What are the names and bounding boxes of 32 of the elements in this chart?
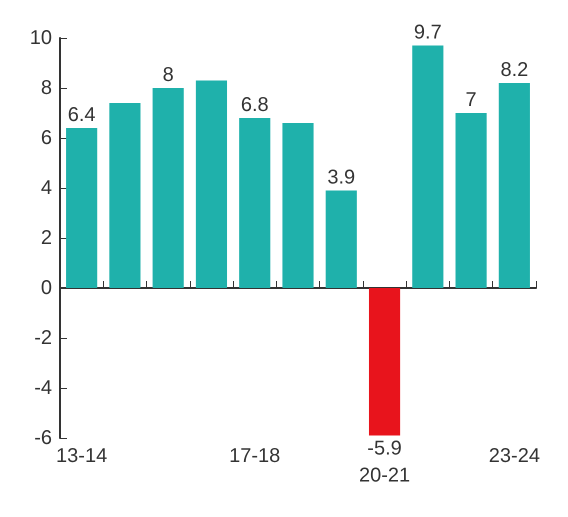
bar	[456, 113, 487, 288]
data-label: 8	[162, 64, 174, 86]
bar	[109, 103, 140, 288]
bar	[66, 128, 98, 288]
bar	[412, 46, 444, 288]
bar	[239, 118, 270, 288]
data-label: 8.2	[500, 59, 528, 81]
bar	[368, 288, 400, 436]
y-tick-label: 4	[40, 177, 52, 199]
data-label: 7	[466, 89, 477, 111]
bar	[152, 88, 184, 288]
y-tick-label: 8	[40, 77, 52, 99]
bar	[196, 80, 228, 288]
data-label: 6.4	[68, 104, 96, 126]
data-label: 9.7	[414, 22, 442, 44]
y-tick-label: -2	[34, 327, 52, 349]
y-tick-label: -4	[34, 377, 52, 399]
data-label: 6.8	[240, 94, 269, 116]
bar	[326, 190, 357, 288]
y-tick-label: 0	[40, 277, 52, 299]
y-tick-label: 10	[30, 27, 52, 49]
x-tick-label: 13-14	[56, 445, 108, 467]
y-tick-label: -6	[34, 427, 52, 449]
x-tick-label: 23-24	[488, 445, 540, 467]
bar	[282, 123, 314, 288]
data-label: 3.9	[327, 166, 356, 188]
y-tick-label: 2	[40, 227, 52, 249]
bar	[498, 83, 530, 288]
x-tick-label: 20-21	[358, 464, 410, 486]
data-label: -5.9	[367, 438, 402, 460]
x-tick-label: 17-18	[229, 445, 280, 467]
y-tick-label: 6	[40, 127, 52, 149]
